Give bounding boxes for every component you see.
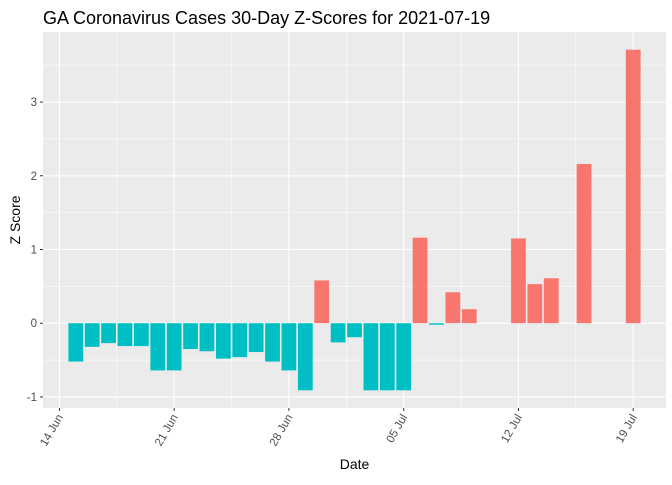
bar [412,237,428,324]
y-tick-label: 3 [31,97,37,109]
chart-title: GA Coronavirus Cases 30-Day Z-Scores for… [43,8,490,28]
x-tick-label: 21 Jun [153,413,181,449]
bar [117,323,133,347]
x-axis: 14 Jun 21 Jun 28 Jun 05 Jul 12 Jul 19 Jul [38,408,640,449]
bar [199,323,215,352]
bar [543,278,559,324]
bar [133,323,149,347]
x-tick-label: 05 Jul [385,413,411,446]
bar [248,323,264,352]
x-axis-title: Date [340,456,370,472]
bar [101,323,116,344]
plot-panel [43,32,666,408]
x-tick-label: 12 Jul [499,413,525,446]
bar [347,323,362,338]
bar [265,323,280,362]
x-tick-label: 19 Jul [614,413,640,446]
bar [68,323,84,362]
bar [314,280,330,324]
bar [330,323,346,343]
x-tick-label: 14 Jun [38,413,66,449]
bar [363,323,379,391]
y-axis-title: Z Score [7,195,23,244]
bar [511,238,526,324]
x-tick-label: 28 Jun [268,413,296,449]
bar [183,323,198,350]
y-tick-label: -1 [27,392,37,404]
y-tick-label: 1 [31,244,37,256]
bar [527,284,543,324]
bar [166,323,182,371]
bar [150,323,166,371]
bar [379,323,395,391]
bars [68,49,641,391]
bar [461,309,477,324]
bar [84,323,100,347]
y-axis: -1 0 1 2 3 [27,97,43,404]
y-tick-label: 0 [31,318,37,330]
bar [297,323,313,391]
bar [281,323,297,371]
bar [232,323,248,358]
y-tick-label: 2 [31,171,37,183]
bar [429,323,444,325]
bar [445,292,461,324]
bar [215,323,231,359]
bar [396,323,412,391]
bar [576,163,592,324]
grid-minor [43,32,666,408]
bar [625,49,641,324]
